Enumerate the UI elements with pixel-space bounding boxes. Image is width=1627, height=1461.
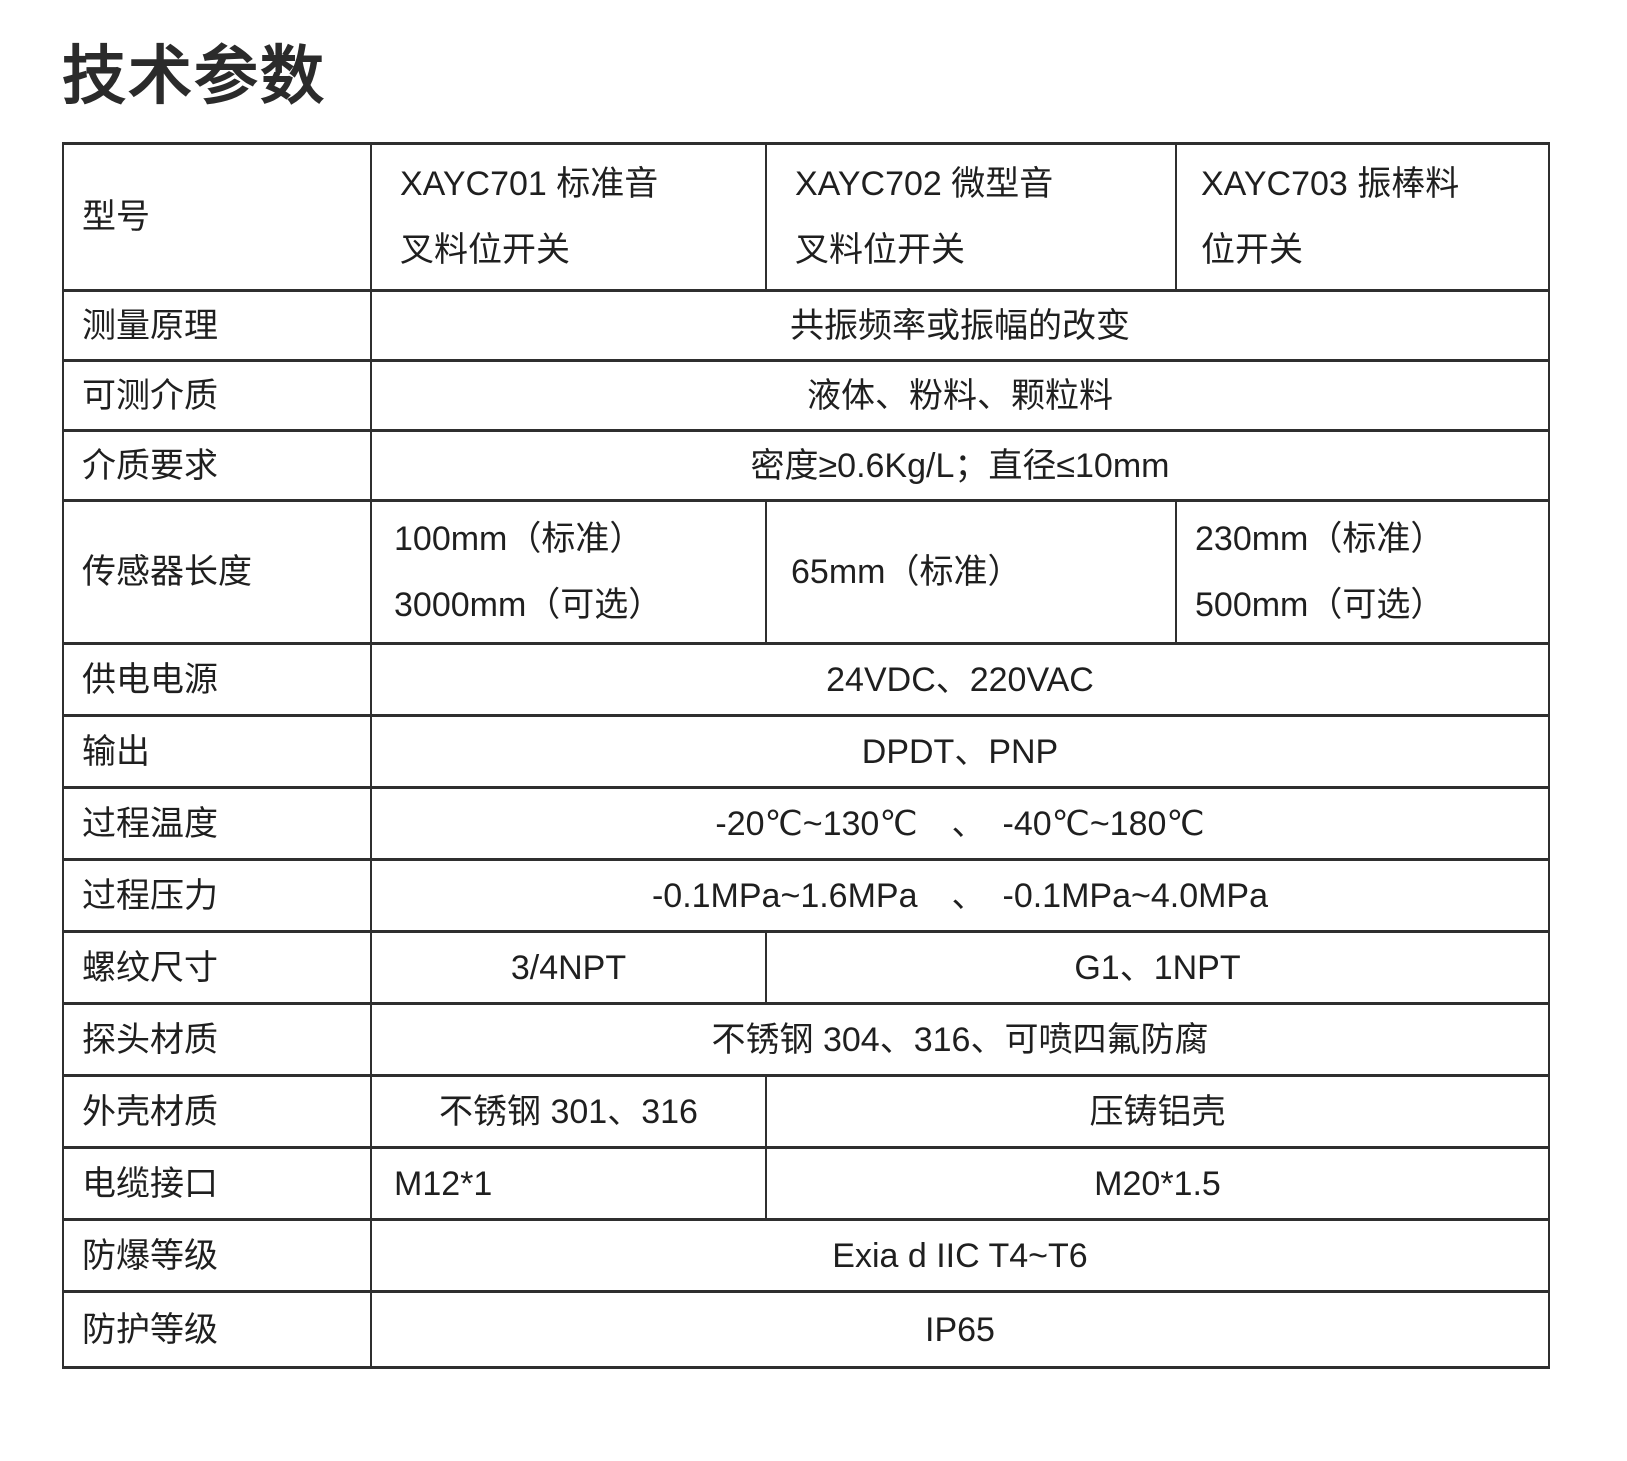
housing-material-xayc701-cell: 不锈钢 301、316 — [370, 1074, 767, 1149]
sensor-length-xayc701-line1: 100mm（标准） — [394, 520, 644, 558]
sensor-length-xayc701-line2: 3000mm（可选） — [394, 586, 663, 624]
row-probe-material: 探头材质 不锈钢 304、316、可喷四氟防腐 — [62, 1002, 1550, 1077]
explosion-proof-label: 防爆等级 — [62, 1218, 372, 1293]
thread-size-label: 螺纹尺寸 — [62, 930, 372, 1005]
row-explosion-proof-rating: 防爆等级 Exia d IIC T4~T6 — [62, 1218, 1550, 1293]
media-requirements-value: 密度≥0.6Kg/L；直径≤10mm — [370, 429, 1550, 502]
thread-size-xayc701-cell: 3/4NPT — [370, 930, 767, 1005]
protection-rating-value: IP65 — [370, 1290, 1550, 1369]
model-xayc702-line2: 叉料位开关 — [795, 231, 965, 269]
row-process-temperature: 过程温度 -20℃~130℃ 、 -40℃~180℃ — [62, 786, 1550, 861]
output-label: 输出 — [62, 714, 372, 789]
media-requirements-label: 介质要求 — [62, 429, 372, 502]
row-power-supply: 供电电源 24VDC、220VAC — [62, 642, 1550, 717]
model-xayc702-line1: XAYC702 微型音 — [795, 165, 1054, 203]
cable-entry-label: 电缆接口 — [62, 1146, 372, 1221]
sensor-length-xayc703-line1: 230mm（标准） — [1195, 520, 1445, 558]
measuring-principle-label: 测量原理 — [62, 289, 372, 362]
housing-material-merged-cell: 压铸铝壳 — [765, 1074, 1550, 1149]
sensor-length-xayc703-cell: 230mm（标准） 500mm（可选） — [1175, 499, 1550, 645]
model-xayc703-line1: XAYC703 振棒料 — [1201, 165, 1460, 203]
cable-entry-merged-cell: M20*1.5 — [765, 1146, 1550, 1221]
row-media-requirements: 介质要求 密度≥0.6Kg/L；直径≤10mm — [62, 429, 1550, 502]
measuring-principle-value: 共振频率或振幅的改变 — [370, 289, 1550, 362]
measurable-media-value: 液体、粉料、颗粒料 — [370, 359, 1550, 432]
process-temperature-label: 过程温度 — [62, 786, 372, 861]
model-xayc703-cell: XAYC703 振棒料 位开关 — [1175, 142, 1550, 292]
row-measuring-principle: 测量原理 共振频率或振幅的改变 — [62, 289, 1550, 362]
process-pressure-label: 过程压力 — [62, 858, 372, 933]
cable-entry-xayc701-cell: M12*1 — [370, 1146, 767, 1221]
row-measurable-media: 可测介质 液体、粉料、颗粒料 — [62, 359, 1550, 432]
sensor-length-xayc703-line2: 500mm（可选） — [1195, 586, 1445, 624]
thread-size-merged-cell: G1、1NPT — [765, 930, 1550, 1005]
row-housing-material: 外壳材质 不锈钢 301、316 压铸铝壳 — [62, 1074, 1550, 1149]
row-sensor-length: 传感器长度 100mm（标准） 3000mm（可选） 65mm（标准） 230m… — [62, 499, 1550, 645]
sensor-length-xayc702-cell: 65mm（标准） — [765, 499, 1177, 645]
sensor-length-xayc701-cell: 100mm（标准） 3000mm（可选） — [370, 499, 767, 645]
explosion-proof-value: Exia d IIC T4~T6 — [370, 1218, 1550, 1293]
model-xayc702-cell: XAYC702 微型音 叉料位开关 — [765, 142, 1177, 292]
protection-rating-label: 防护等级 — [62, 1290, 372, 1369]
process-temperature-value: -20℃~130℃ 、 -40℃~180℃ — [370, 786, 1550, 861]
row-model: 型号 XAYC701 标准音 叉料位开关 XAYC702 微型音 叉料位开关 X… — [62, 142, 1550, 292]
model-xayc701-line2: 叉料位开关 — [400, 231, 570, 269]
page-title: 技术参数 — [62, 40, 326, 112]
measurable-media-label: 可测介质 — [62, 359, 372, 432]
model-xayc701-line1: XAYC701 标准音 — [400, 165, 659, 203]
sensor-length-label: 传感器长度 — [62, 499, 372, 645]
power-supply-value: 24VDC、220VAC — [370, 642, 1550, 717]
process-pressure-value: -0.1MPa~1.6MPa 、 -0.1MPa~4.0MPa — [370, 858, 1550, 933]
row-cable-entry: 电缆接口 M12*1 M20*1.5 — [62, 1146, 1550, 1221]
model-xayc703-line2: 位开关 — [1201, 231, 1303, 269]
model-row-label: 型号 — [62, 142, 372, 292]
model-xayc701-cell: XAYC701 标准音 叉料位开关 — [370, 142, 767, 292]
row-process-pressure: 过程压力 -0.1MPa~1.6MPa 、 -0.1MPa~4.0MPa — [62, 858, 1550, 933]
spec-table: 型号 XAYC701 标准音 叉料位开关 XAYC702 微型音 叉料位开关 X… — [62, 142, 1550, 1369]
row-protection-rating: 防护等级 IP65 — [62, 1290, 1550, 1369]
probe-material-value: 不锈钢 304、316、可喷四氟防腐 — [370, 1002, 1550, 1077]
row-thread-size: 螺纹尺寸 3/4NPT G1、1NPT — [62, 930, 1550, 1005]
row-output: 输出 DPDT、PNP — [62, 714, 1550, 789]
power-supply-label: 供电电源 — [62, 642, 372, 717]
housing-material-label: 外壳材质 — [62, 1074, 372, 1149]
output-value: DPDT、PNP — [370, 714, 1550, 789]
probe-material-label: 探头材质 — [62, 1002, 372, 1077]
